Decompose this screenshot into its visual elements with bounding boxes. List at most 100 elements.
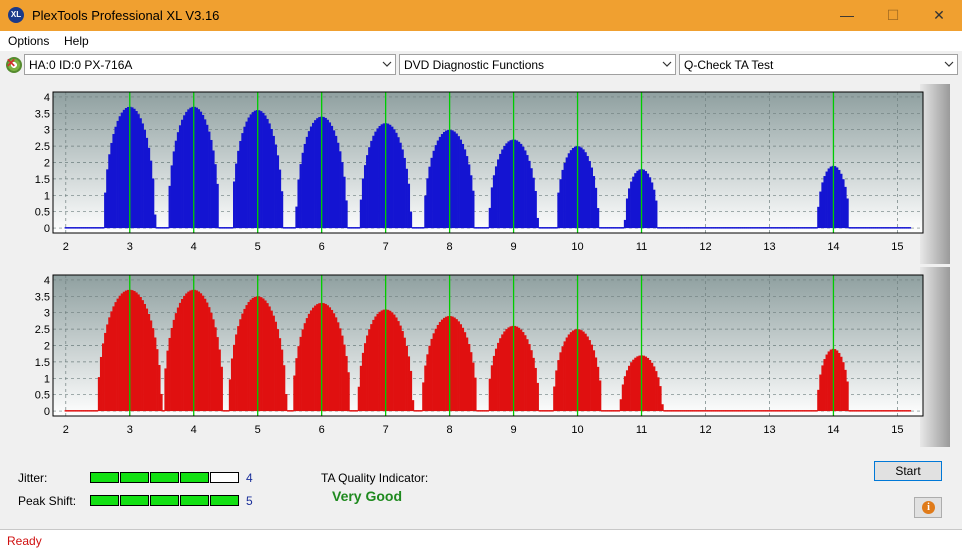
chart-baseline-mark (166, 227, 169, 229)
x-tick-label: 10 (571, 241, 583, 253)
chart-bar (432, 333, 435, 412)
chart-bar (524, 150, 527, 229)
chart-baseline-mark (600, 227, 604, 229)
chart-bar (216, 183, 219, 229)
chart-baseline-mark (226, 410, 230, 412)
chart-bar (108, 154, 111, 229)
close-button[interactable]: ✕ (933, 7, 945, 23)
chart-bar (453, 131, 456, 229)
chevron-down-icon (382, 61, 392, 67)
y-tick-label: 4 (44, 92, 50, 104)
maximize-button[interactable]: ☐ (886, 7, 900, 23)
chart-bar (237, 150, 240, 229)
chart-baseline-mark (715, 227, 718, 229)
drive-select[interactable]: HA:0 ID:0 PX-716A (24, 54, 396, 75)
chart-baseline-mark (879, 410, 882, 412)
chart-baseline-mark (158, 227, 161, 229)
chart-baseline-mark (102, 227, 105, 229)
chart-baseline-mark (222, 227, 226, 229)
chart-bar (232, 344, 236, 412)
minimize-button[interactable]: — (840, 7, 854, 23)
chart-bar (842, 362, 845, 412)
chart-bar (492, 175, 496, 229)
chart-bar (503, 146, 506, 229)
chart-baseline-mark (289, 410, 292, 412)
chart-bar (153, 337, 157, 412)
chart-bar (442, 317, 446, 412)
menu-options[interactable]: Options (8, 34, 50, 48)
function-select[interactable]: DVD Diagnostic Functions (399, 54, 676, 75)
chart-bar (189, 107, 192, 229)
chart-baseline-mark (740, 410, 743, 412)
chart-baseline-mark (729, 227, 733, 229)
chart-bar (324, 303, 327, 412)
chart-baseline-mark (862, 227, 866, 229)
chart-baseline-mark (351, 227, 354, 229)
chart-baseline-mark (66, 410, 70, 412)
y-tick-label: 2.5 (35, 324, 50, 336)
chart-bar (336, 322, 340, 412)
chart-baseline-mark (538, 410, 542, 412)
chart-baseline-mark (551, 410, 554, 412)
chart-bar (230, 358, 234, 412)
chart-baseline-mark (669, 227, 672, 229)
info-button[interactable]: i (914, 497, 942, 518)
chart-bar (409, 211, 413, 229)
chart-bar (243, 308, 246, 412)
y-tick-label: 0.5 (35, 390, 50, 402)
chart-bar (307, 313, 311, 412)
chart-bar (102, 343, 105, 412)
chart-baseline-mark (900, 227, 903, 229)
x-tick-label: 11 (636, 241, 647, 253)
chart-baseline-mark (89, 227, 92, 229)
chart-bar (623, 376, 627, 412)
y-tick-label: 4 (44, 275, 50, 287)
chart-baseline-mark (734, 227, 737, 229)
chart-bar (833, 166, 837, 229)
chart-bar (596, 208, 600, 229)
chart-bar (330, 125, 334, 229)
chart-bar (208, 307, 211, 412)
chart-bar (488, 378, 492, 412)
chart-baseline-mark (611, 410, 614, 412)
chart-bar (457, 321, 460, 412)
chart-baseline-mark (93, 410, 97, 412)
chart-baseline-mark (91, 410, 95, 412)
disc-drive-icon[interactable]: ✕ (6, 56, 22, 73)
chart-bar (578, 146, 581, 229)
chart-baseline-mark (719, 410, 722, 412)
chart-baseline-mark (808, 227, 812, 229)
chart-bar (318, 303, 321, 412)
quality-indicator-label: TA Quality Indicator: (321, 471, 429, 485)
chart-baseline-mark (671, 227, 675, 229)
chart-baseline-mark (420, 227, 423, 229)
start-button[interactable]: Start (874, 461, 942, 481)
chart-bar (840, 173, 843, 229)
chart-bar (497, 159, 500, 229)
chart-bar (199, 293, 203, 412)
chart-baseline-mark (758, 410, 762, 412)
chart-baseline-mark (696, 410, 700, 412)
chart-bar (488, 207, 492, 229)
test-select[interactable]: Q-Check TA Test (679, 54, 958, 75)
chart-baseline-mark (713, 410, 716, 412)
meter-segment (120, 495, 149, 506)
chart-bar (299, 336, 302, 412)
chart-baseline-mark (538, 227, 542, 229)
chart-bar (181, 119, 184, 229)
chart-baseline-mark (540, 227, 544, 229)
chart-bar (586, 336, 589, 412)
chart-baseline-mark (607, 410, 610, 412)
chart-baseline-mark (860, 410, 864, 412)
chart-bar (517, 141, 521, 229)
chart-bar (519, 329, 523, 412)
chart-baseline-mark (707, 410, 710, 412)
menu-help[interactable]: Help (64, 34, 89, 48)
chart-baseline-mark (95, 410, 99, 412)
chart-baseline-mark (663, 410, 666, 412)
chart-bar (380, 124, 384, 229)
chart-baseline-mark (765, 227, 768, 229)
chart-bar (528, 160, 531, 229)
chart-bar (378, 125, 381, 229)
chart-baseline-mark (478, 410, 481, 412)
